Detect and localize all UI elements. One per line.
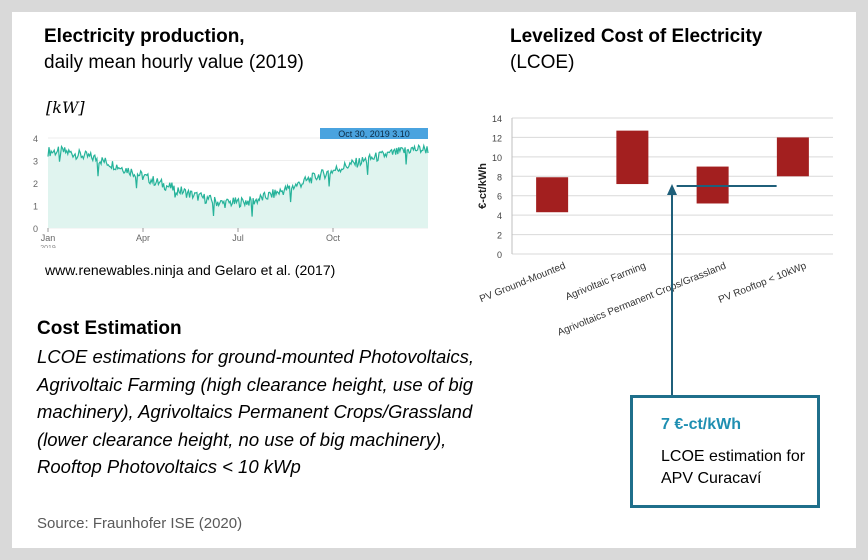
x-tick-label: Jan — [41, 233, 56, 243]
y-tick-label: 4 — [497, 211, 502, 221]
callout-value: 7 €-ct/kWh — [661, 416, 742, 433]
tooltip-text: Oct 30, 2019 3.10 — [338, 129, 410, 139]
y-tick-label: 0 — [33, 224, 38, 234]
y-tick-label: 8 — [497, 172, 502, 182]
slide: Electricity production, daily mean hourl… — [12, 12, 856, 548]
y-tick-label: 0 — [497, 250, 502, 260]
cost-source: Source: Fraunhofer ISE (2020) — [37, 515, 243, 532]
callout-box: 7 €-ct/kWh LCOE estimation for APV Curac… — [630, 395, 820, 508]
category-label: PV Rooftop < 10kWp — [717, 260, 808, 305]
cost-title: Cost Estimation — [37, 318, 182, 339]
category-label: PV Ground-Mounted — [478, 261, 567, 306]
y-tick-label: 1 — [33, 202, 38, 212]
production-area — [48, 145, 428, 228]
y-tick-label: 4 — [33, 134, 38, 144]
tooltip-box — [320, 128, 428, 139]
lcoe-title: Levelized Cost of Electricity — [510, 26, 763, 47]
y-tick-label: 12 — [492, 133, 502, 143]
x-tick-label: Jul — [232, 233, 244, 243]
production-title: Electricity production, — [44, 26, 245, 47]
lcoe-y-axis-label: €-ct/kWh — [477, 163, 489, 209]
x-tick-sublabel: 2019 — [40, 245, 56, 248]
production-attribution: www.renewables.ninja and Gelaro et al. (… — [45, 262, 336, 278]
lcoe-bar — [536, 177, 569, 213]
lcoe-subtitle: (LCOE) — [510, 52, 575, 73]
x-tick-label: Apr — [136, 233, 150, 243]
lcoe-bar — [616, 130, 649, 185]
callout-description: LCOE estimation for APV Curacaví — [661, 448, 806, 487]
y-tick-label: 3 — [33, 157, 38, 167]
production-chart: 0 1 2 3 4 Jan Apr Jul Oct 2019 Oct 30, 2019 3.10 — [33, 128, 429, 248]
y-tick-label: 10 — [492, 153, 502, 163]
y-tick-label: 6 — [497, 192, 502, 202]
y-tick-label: 14 — [492, 114, 502, 124]
unit-label: [kW] — [46, 98, 85, 117]
cost-description: LCOE estimations for ground-mounted Phot… — [37, 346, 475, 477]
production-line — [47, 143, 429, 217]
production-subtitle: daily mean hourly value (2019) — [44, 52, 304, 73]
y-tick-label: 2 — [497, 231, 502, 241]
lcoe-bar — [776, 137, 809, 177]
y-tick-label: 2 — [33, 179, 38, 189]
x-tick-label: Oct — [326, 233, 341, 243]
